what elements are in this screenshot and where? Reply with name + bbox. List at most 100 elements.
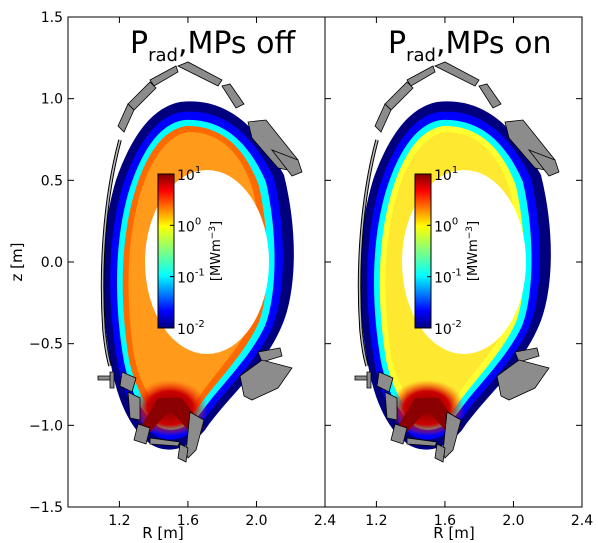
x-axis-label-right: R [m] xyxy=(433,524,475,542)
x-tick-label: 1.2 xyxy=(108,513,130,529)
x-axis-right: 1.2 1.6 2.0 2.4 xyxy=(365,17,593,529)
vessel-tile xyxy=(119,371,137,393)
colorbar-label-prefix: [MWm xyxy=(209,239,224,281)
colorbar-tick-label: 101 xyxy=(434,165,458,184)
y-tick-label: 1.5 xyxy=(41,10,63,26)
vessel-tile xyxy=(149,65,179,87)
colorbar-label-suffix: ] xyxy=(466,221,481,226)
colorbar-tick-base: 10 xyxy=(177,271,195,287)
vessel-tile xyxy=(390,423,408,445)
vessel-tile xyxy=(434,61,480,87)
divertor-legs xyxy=(140,398,204,432)
y-tick-label: −1.0 xyxy=(29,418,63,434)
vessel-tile xyxy=(376,371,394,393)
colorbar-tick-label: 10-2 xyxy=(434,319,462,338)
colorbar-tick-label: 10-2 xyxy=(177,319,205,338)
vessel-tile xyxy=(149,437,181,447)
colorbar-tick-label: 10-1 xyxy=(177,268,205,287)
colorbar-tick-exponent: 1 xyxy=(452,165,458,176)
colorbar-tick-base: 10 xyxy=(434,322,452,338)
colorbar-tick-exponent: 1 xyxy=(195,165,201,176)
vessel-tile xyxy=(406,437,438,447)
colorbar-tick-exponent: 0 xyxy=(452,216,458,227)
vessel-tile xyxy=(185,411,205,459)
colorbar-label: [MWm−3] xyxy=(208,221,224,281)
inner-wall-fill xyxy=(358,139,378,367)
vessel-tile xyxy=(514,347,540,363)
y-tick-label: 0.5 xyxy=(41,173,63,189)
vessel-tile xyxy=(442,411,462,459)
colorbar-tick-base: 10 xyxy=(434,168,452,184)
plasma-core xyxy=(402,170,526,354)
x-tick-label: 2.0 xyxy=(245,513,267,529)
colorbar-tick-exponent: 0 xyxy=(195,216,201,227)
vessel-tile xyxy=(527,149,560,177)
colorbar-tick-exponent: -2 xyxy=(195,319,205,330)
vessel-tile xyxy=(239,359,293,401)
x-axis-left: 1.2 1.6 2.0 2.4 xyxy=(108,17,336,529)
y-axis-label: z [m] xyxy=(8,243,26,282)
left-title-rest: ,MPs off xyxy=(178,26,297,61)
vessel-tile xyxy=(127,81,157,111)
colorbar-tick-base: 10 xyxy=(177,322,195,338)
colorbar-tick-base: 10 xyxy=(434,219,452,235)
vessel-tile xyxy=(257,347,283,363)
left-title-main: P xyxy=(130,26,148,61)
colorbar-label-exp: −3 xyxy=(208,226,218,239)
colorbar-tick-exponent: -1 xyxy=(452,268,462,279)
colorbar-label-exp: −3 xyxy=(465,226,475,239)
plasma-core xyxy=(145,170,269,354)
vessel-tile xyxy=(177,61,223,87)
right-title-main: P xyxy=(388,26,406,61)
x-tick-label: 1.6 xyxy=(434,513,456,529)
y-tick-label: 1.0 xyxy=(41,92,63,108)
x-tick-label: 2.4 xyxy=(314,513,336,529)
y-tick-label: −1.5 xyxy=(29,500,63,516)
colorbar-tick-base: 10 xyxy=(177,168,195,184)
right-panel-plot xyxy=(354,61,560,463)
left-panel-plot xyxy=(97,61,303,463)
vessel-tile xyxy=(270,149,303,177)
vessel-tile xyxy=(384,81,414,111)
divertor-legs xyxy=(397,398,461,432)
colorbar-tick-exponent: -1 xyxy=(195,268,205,279)
y-tick-label: −0.5 xyxy=(29,337,63,353)
colorbar-label: [MWm−3] xyxy=(465,221,481,281)
colorbar-tick-label: 100 xyxy=(434,216,458,235)
vessel-tile xyxy=(117,103,135,133)
vessel-tile xyxy=(177,443,189,463)
colorbar-tick-exponent: -2 xyxy=(452,319,462,330)
right-panel-title: Prad,MPs on xyxy=(388,26,551,66)
colorbar-scale xyxy=(157,173,175,329)
y-tick-label: 0.0 xyxy=(41,255,63,271)
vessel-tile xyxy=(109,371,115,389)
colorbar-tick-base: 10 xyxy=(177,219,195,235)
vessel-tile xyxy=(374,103,392,133)
x-tick-label: 2.4 xyxy=(571,513,593,529)
x-tick-label: 2.0 xyxy=(502,513,524,529)
colorbar-tick-base: 10 xyxy=(434,271,452,287)
left-title-sub: rad xyxy=(148,45,178,66)
vessel-tile xyxy=(133,423,151,445)
vessel-tile xyxy=(406,65,436,87)
right-title-rest: ,MPs on xyxy=(436,26,552,61)
colorbar-tick-label: 10-1 xyxy=(434,268,462,287)
vessel-tile xyxy=(366,371,372,389)
vessel-tile xyxy=(384,391,398,421)
right-title-sub: rad xyxy=(406,45,436,66)
colorbar-scale xyxy=(414,173,432,329)
colorbar-label-prefix: [MWm xyxy=(466,239,481,281)
colorbar-tick-label: 100 xyxy=(177,216,201,235)
vessel-tile xyxy=(496,359,550,401)
x-axis-label-left: R [m] xyxy=(142,524,184,542)
colorbar-tick-label: 101 xyxy=(177,165,201,184)
colorbar-label-suffix: ] xyxy=(209,221,224,226)
inner-wall-fill xyxy=(101,139,121,367)
vessel-tile xyxy=(127,391,141,421)
vessel-tile xyxy=(434,443,446,463)
vessel-tile xyxy=(221,83,245,109)
vessel-tile xyxy=(478,83,502,109)
